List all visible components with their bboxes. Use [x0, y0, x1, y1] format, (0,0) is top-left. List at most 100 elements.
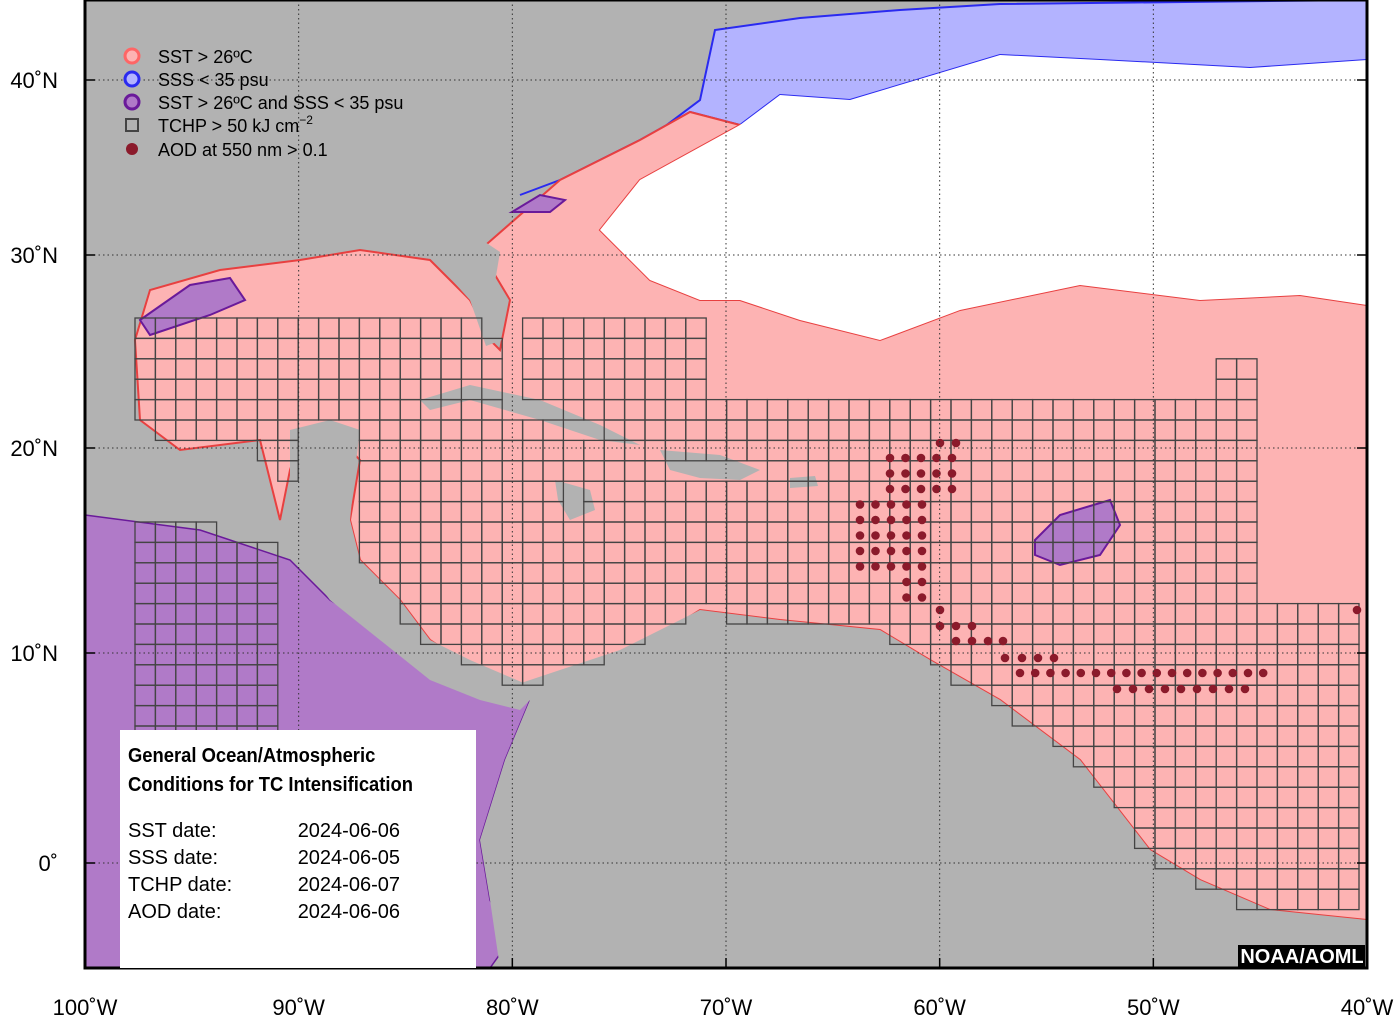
aod-dot — [1076, 668, 1086, 678]
tchp-square — [1337, 888, 1360, 911]
aod-dot — [1213, 668, 1222, 678]
legend-label: SST > 26ºC — [158, 47, 253, 67]
tchp-square — [521, 664, 544, 686]
aod-dot — [1112, 684, 1122, 694]
aod-dot — [886, 546, 896, 556]
date-value: 2024-06-05 — [298, 847, 400, 869]
ticks — [84, 79, 1368, 968]
aod-dot — [917, 562, 927, 571]
aod-dot — [1046, 668, 1055, 678]
aod-dot — [917, 500, 927, 509]
aod-dot — [901, 453, 910, 463]
aod-dot — [902, 500, 911, 509]
aod-dot — [1144, 684, 1154, 694]
aod-dot — [917, 531, 927, 540]
tchp-square — [277, 460, 299, 482]
y-tick-label: 10˚N — [10, 641, 58, 666]
date-value: 2024-06-07 — [298, 874, 400, 896]
aod-dot — [998, 636, 1008, 646]
aod-dot — [871, 562, 880, 571]
aod-dot — [1167, 668, 1177, 678]
aod-dot — [1152, 668, 1162, 678]
y-tick-label: 20˚N — [10, 436, 58, 461]
aod-dot — [855, 515, 865, 525]
aod-dot — [1122, 668, 1131, 678]
aod-dot — [886, 515, 896, 525]
aod-dot — [885, 453, 895, 463]
tchp-square — [623, 623, 646, 646]
aod-dot — [947, 453, 957, 463]
aod-dot — [886, 562, 896, 571]
aod-dot — [1015, 668, 1025, 678]
legend-symbol — [123, 47, 141, 65]
date-value: 2024-06-06 — [298, 820, 400, 842]
legend: SST > 26ºC SSS < 35 psu SST > 26ºC and S… — [123, 47, 403, 160]
aod-dot — [951, 636, 961, 646]
aod-dot — [1258, 668, 1268, 678]
tchp-grid — [134, 317, 1360, 911]
aod-dot — [967, 636, 977, 646]
aod-dot — [902, 577, 911, 587]
x-tick-label: 40˚W — [1341, 995, 1394, 1019]
aod-dot — [1106, 668, 1116, 678]
y-tick-label: 40˚N — [10, 68, 58, 93]
aod-dot — [1017, 653, 1027, 663]
x-tick-label: 100˚W — [53, 995, 118, 1019]
aod-dot — [916, 484, 926, 494]
aod-dot — [967, 621, 977, 631]
aod-dot — [1061, 668, 1070, 678]
aod-dot — [983, 636, 993, 646]
aod-dot — [885, 469, 895, 478]
purple-patch — [1034, 498, 1122, 567]
info-title: General Ocean/Atmospheric — [128, 745, 376, 767]
legend-label: TCHP > 50 kJ cm−2 — [158, 113, 313, 136]
aod-dot — [855, 500, 865, 509]
x-tick-label: 50˚W — [1127, 995, 1180, 1019]
legend-label: TCHP > 50 kJ cm — [158, 116, 299, 136]
date-label: TCHP date: — [128, 874, 232, 896]
aod-dot — [932, 453, 941, 463]
aod-dot — [947, 484, 957, 494]
aod-dot — [951, 621, 961, 631]
aod-dot — [916, 469, 926, 478]
info-background — [120, 730, 476, 968]
aod-dot — [1049, 653, 1059, 663]
y-tick-label: 0˚ — [38, 851, 58, 876]
aod-dot — [1128, 684, 1138, 694]
aod-dot — [1033, 653, 1043, 663]
aod-dot — [1000, 653, 1010, 663]
aod-dot — [902, 562, 911, 571]
legend-symbol — [123, 70, 141, 88]
aod-dot — [1182, 668, 1192, 678]
date-label: SST date: — [128, 820, 217, 842]
legend-label: AOD at 550 nm > 0.1 — [158, 140, 328, 160]
aod-dot — [901, 484, 910, 494]
purple-patch — [138, 276, 247, 337]
aod-dot — [1091, 668, 1101, 678]
aod-dot — [917, 593, 927, 602]
aod-dot — [902, 593, 911, 602]
aod-dot — [1137, 668, 1146, 678]
ocean-north — [600, 55, 1367, 340]
legend-symbol — [125, 118, 139, 132]
date-label: AOD date: — [128, 901, 221, 923]
aod-dot — [1192, 684, 1202, 694]
aod-dot — [902, 515, 911, 525]
aod-dot — [1030, 668, 1040, 678]
info-title: Conditions for TC Intensification — [128, 774, 413, 796]
aod-dot — [1208, 684, 1218, 694]
aod-dot — [855, 531, 865, 540]
aod-dot — [947, 469, 957, 478]
aod-dot — [1198, 668, 1207, 678]
credit-background — [1238, 945, 1365, 967]
tchp-square — [664, 602, 687, 625]
aod-dots — [855, 438, 1362, 694]
aod-dot — [871, 546, 880, 556]
aod-dot — [855, 562, 865, 571]
aod-dot — [1228, 668, 1238, 678]
date-value: 2024-06-06 — [298, 901, 400, 923]
aod-dot — [855, 546, 865, 556]
aod-dot — [901, 469, 910, 478]
aod-dot — [871, 500, 880, 509]
